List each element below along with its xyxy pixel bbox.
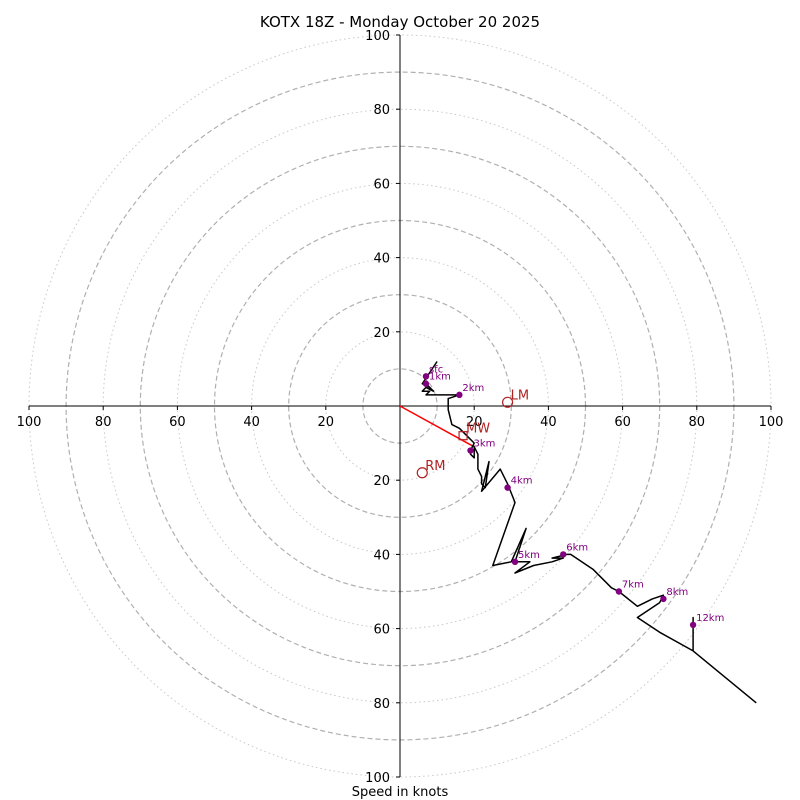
storm-motion-markers: LM RM MW: [416, 388, 529, 479]
y-tick-label: 80: [373, 697, 390, 712]
storm-motion-label: RM: [425, 459, 445, 474]
height-marker-label: 1km: [429, 372, 451, 383]
height-marker-dot: [560, 551, 567, 558]
x-tick-label: 80: [689, 415, 706, 430]
y-tick-label: 60: [373, 177, 390, 192]
tick-labels: 100 80 60 40 20 20 40 60 80 100 100 80 60 40 20 20 40 60 8…: [17, 29, 784, 786]
x-axis-label: Speed in knots: [352, 785, 449, 800]
storm-motion-marker: [416, 467, 428, 479]
y-tick-label: 100: [365, 771, 390, 786]
height-marker-dot: [422, 373, 430, 380]
y-tick-label: 40: [373, 548, 390, 563]
x-tick-label: 40: [540, 415, 557, 430]
height-marker-label: 8km: [666, 587, 688, 598]
y-tick-label: 20: [373, 474, 390, 489]
mean-wind-label: MW: [466, 422, 490, 437]
height-marker-dot: [660, 595, 667, 603]
height-marker-label: 4km: [511, 476, 533, 487]
height-marker-label: 5km: [518, 550, 540, 561]
wind-profile: [399, 361, 757, 704]
x-tick-label: 100: [759, 415, 784, 430]
x-tick-label: 20: [318, 415, 335, 430]
height-marker-dot: [689, 621, 697, 629]
x-tick-label: 20: [466, 415, 483, 430]
height-marker-dot: [504, 484, 511, 491]
shear-vector: [399, 405, 475, 448]
chart-title: KOTX 18Z - Monday October 20 2025: [260, 13, 540, 31]
y-tick-label: 60: [373, 623, 390, 638]
height-marker-label: sfc: [429, 364, 443, 375]
x-tick-label: 60: [614, 415, 631, 430]
height-marker-label: 7km: [622, 580, 644, 591]
height-marker-label: 2km: [462, 383, 484, 394]
y-tick-label: 40: [373, 252, 390, 267]
height-marker-dot: [511, 558, 519, 566]
x-tick-label: 60: [169, 415, 186, 430]
height-marker-dot: [422, 380, 430, 387]
height-marker-label: 3km: [473, 439, 495, 450]
x-tick-label: 100: [17, 415, 42, 430]
y-tick-label: 80: [373, 103, 390, 118]
height-marker-dot: [467, 447, 474, 454]
height-marker-dot: [615, 588, 623, 595]
height-marker-label: 6km: [566, 542, 588, 553]
height-marker-label: 12km: [696, 613, 724, 624]
storm-motion-marker: [501, 396, 514, 408]
y-tick-label: 20: [373, 326, 390, 341]
mean-wind-marker: [458, 431, 468, 441]
y-tick-label: 100: [365, 29, 390, 44]
height-marker-dot: [456, 391, 463, 399]
x-tick-label: 80: [95, 415, 112, 430]
x-tick-label: 40: [243, 415, 260, 430]
storm-motion-label: LM: [511, 388, 529, 403]
hodograph-trace: [421, 361, 757, 704]
